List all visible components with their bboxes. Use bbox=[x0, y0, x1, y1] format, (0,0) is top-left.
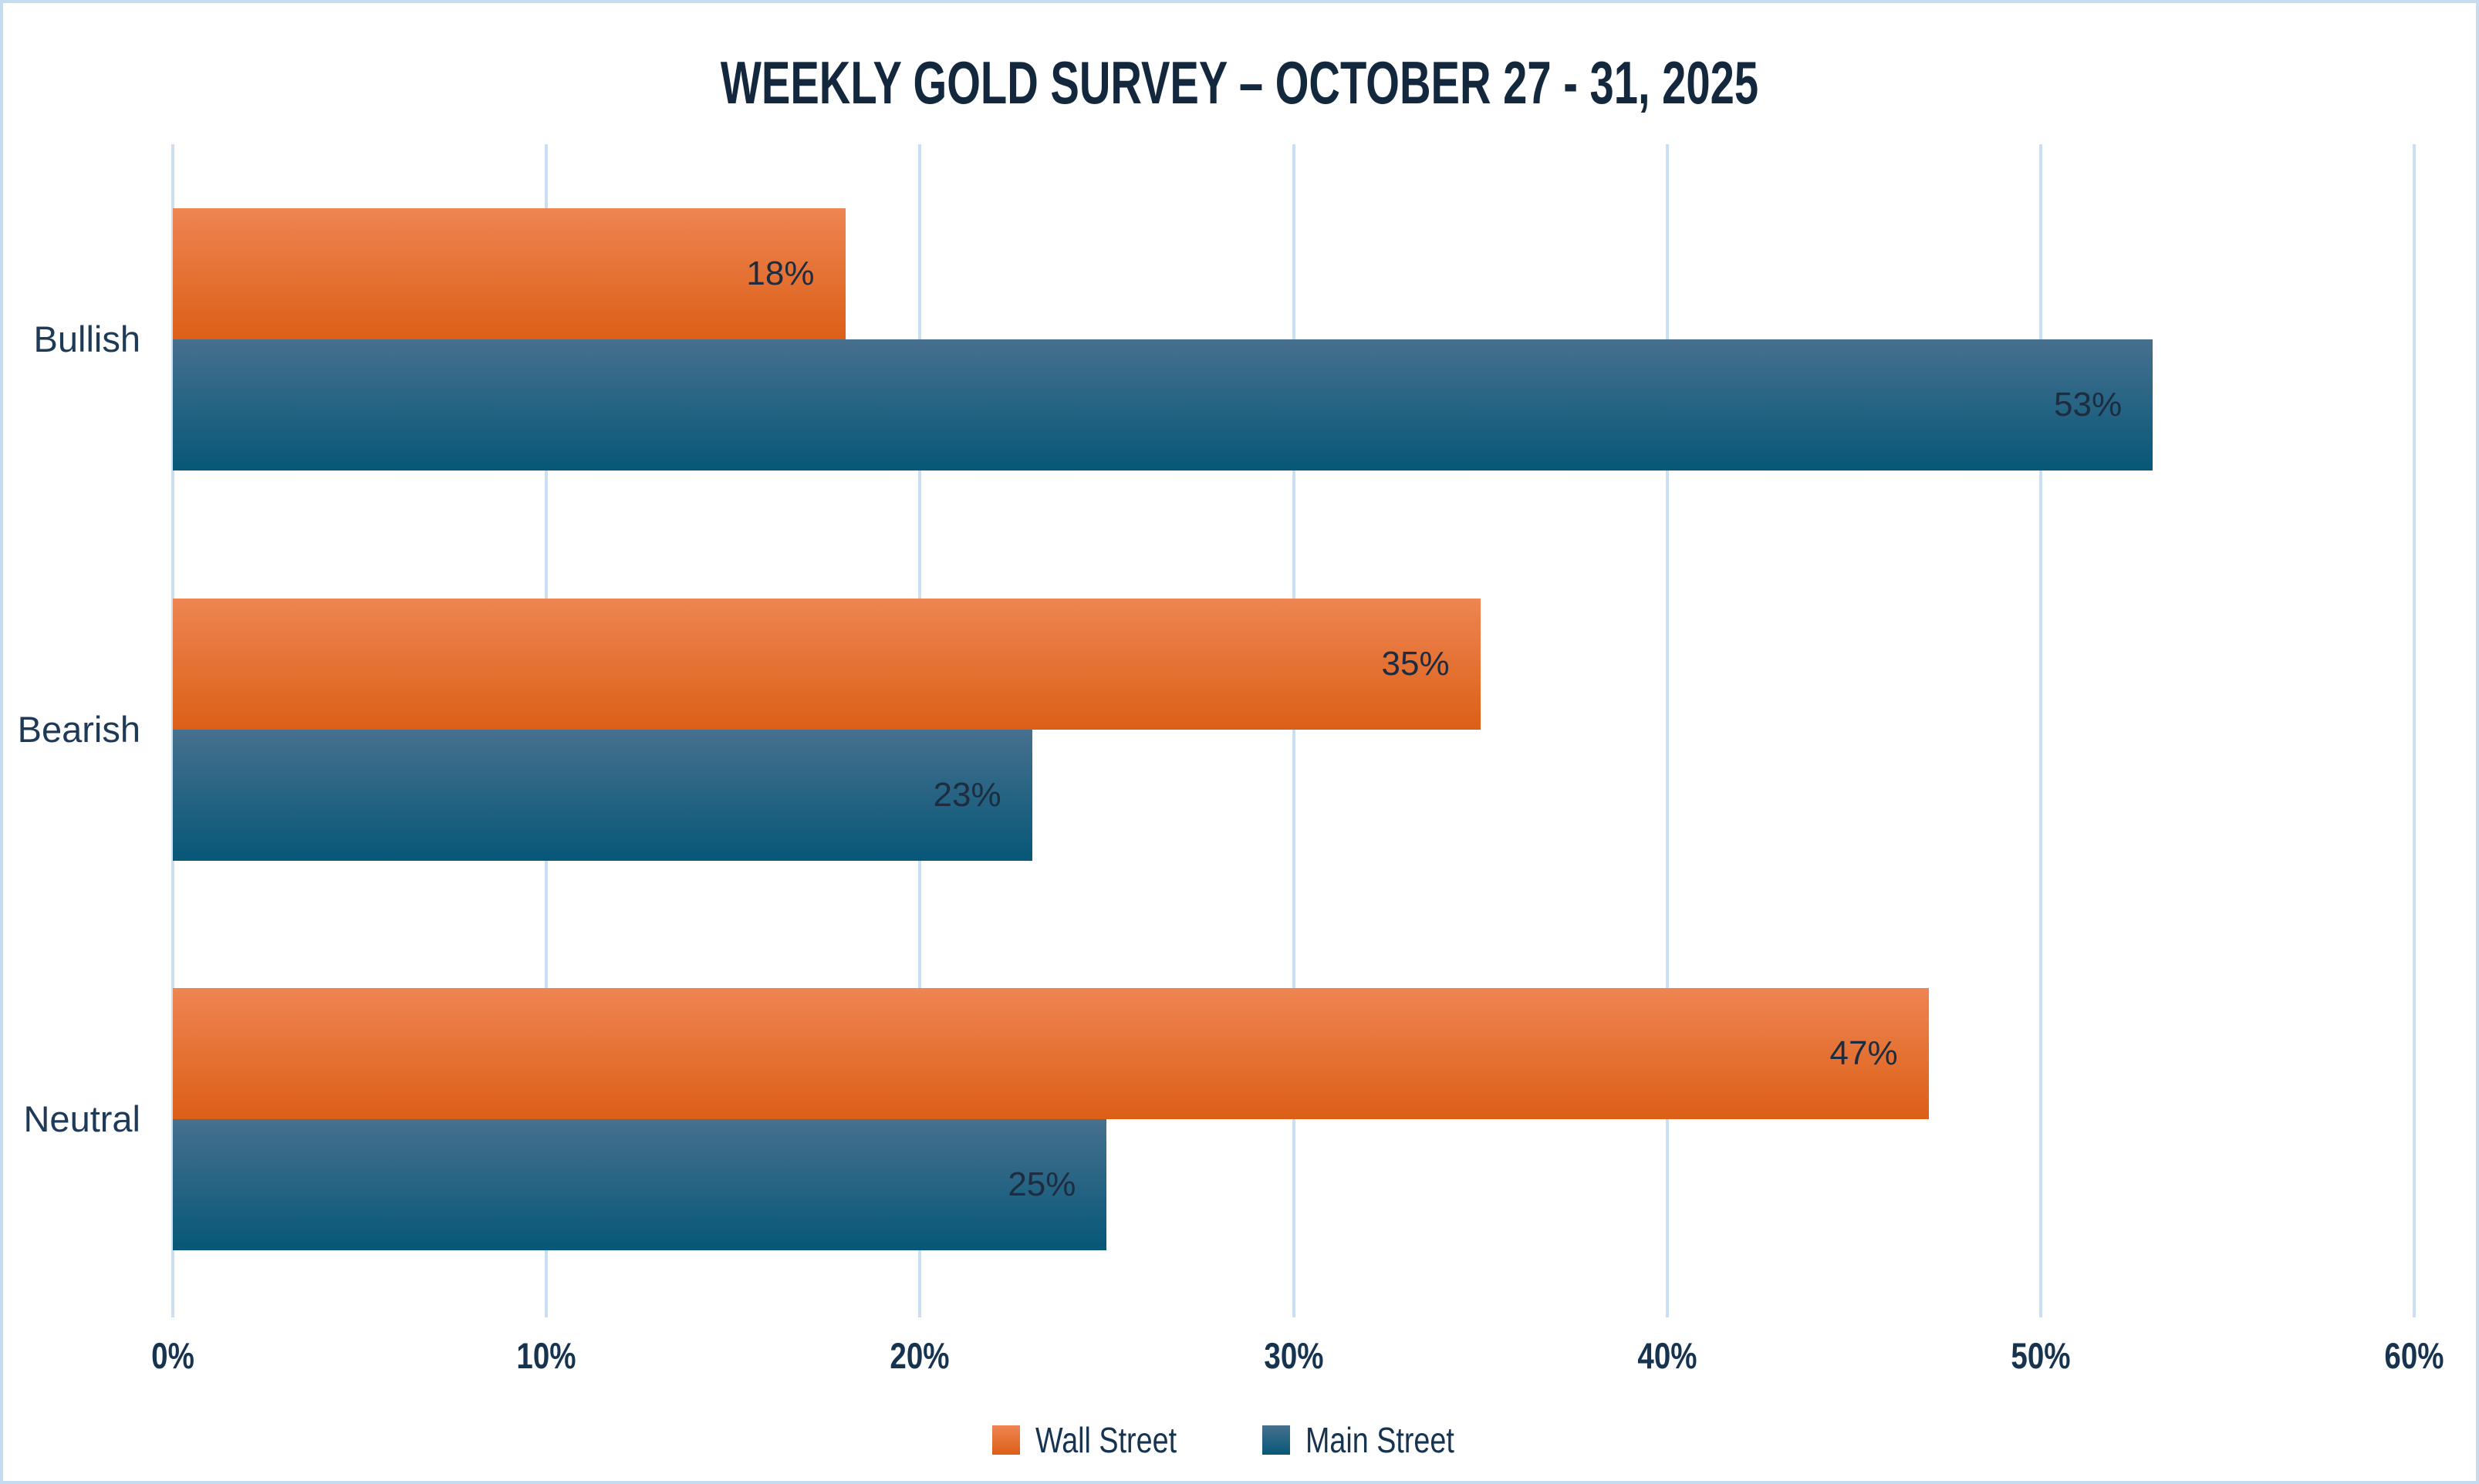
category-label-bullish: Bullish bbox=[33, 318, 140, 359]
legend: Wall Street Main Street bbox=[3, 1419, 2476, 1461]
gridline bbox=[1292, 144, 1295, 1317]
bar-main-street-bullish: 53% bbox=[173, 339, 2153, 470]
x-tick-label: 20% bbox=[890, 1335, 950, 1376]
legend-swatch-blue bbox=[1261, 1425, 1290, 1455]
bar-wall-street-bearish: 35% bbox=[173, 598, 1481, 730]
category-label-bearish: Bearish bbox=[17, 708, 140, 750]
gridline bbox=[2038, 144, 2042, 1317]
x-tick-label: 40% bbox=[1637, 1335, 1697, 1376]
bar-main-street-neutral: 25% bbox=[173, 1119, 1107, 1251]
x-tick-label: 50% bbox=[2011, 1335, 2071, 1376]
data-label: 23% bbox=[933, 775, 1001, 814]
data-label: 35% bbox=[1381, 644, 1450, 683]
bar-wall-street-bullish: 18% bbox=[173, 207, 846, 339]
x-tick-label: 10% bbox=[516, 1335, 576, 1376]
data-label: 25% bbox=[1008, 1165, 1076, 1204]
gridline bbox=[2413, 144, 2416, 1317]
legend-item-main-street: Main Street bbox=[1261, 1419, 1487, 1461]
gridline bbox=[1665, 144, 1669, 1317]
bar-main-street-bearish: 23% bbox=[173, 729, 1032, 861]
bar-wall-street-neutral: 47% bbox=[173, 988, 1929, 1120]
legend-label: Main Street bbox=[1305, 1420, 1454, 1460]
legend-item-wall-street: Wall Street bbox=[992, 1419, 1207, 1461]
legend-label: Wall Street bbox=[1035, 1420, 1177, 1460]
plot-area: 18% 53% 35% 23% 47% 25% bbox=[171, 144, 2416, 1317]
x-tick-label: 0% bbox=[151, 1335, 194, 1376]
x-tick-label: 60% bbox=[2384, 1335, 2444, 1376]
legend-swatch-orange bbox=[992, 1425, 1021, 1455]
data-label: 18% bbox=[746, 254, 815, 292]
x-tick-label: 30% bbox=[1263, 1335, 1324, 1376]
data-label: 53% bbox=[2054, 385, 2123, 423]
chart-title: WEEKLY GOLD SURVEY – OCTOBER 27 - 31, 20… bbox=[720, 49, 1759, 116]
category-label-neutral: Neutral bbox=[23, 1098, 140, 1140]
data-label: 47% bbox=[1829, 1034, 1898, 1073]
